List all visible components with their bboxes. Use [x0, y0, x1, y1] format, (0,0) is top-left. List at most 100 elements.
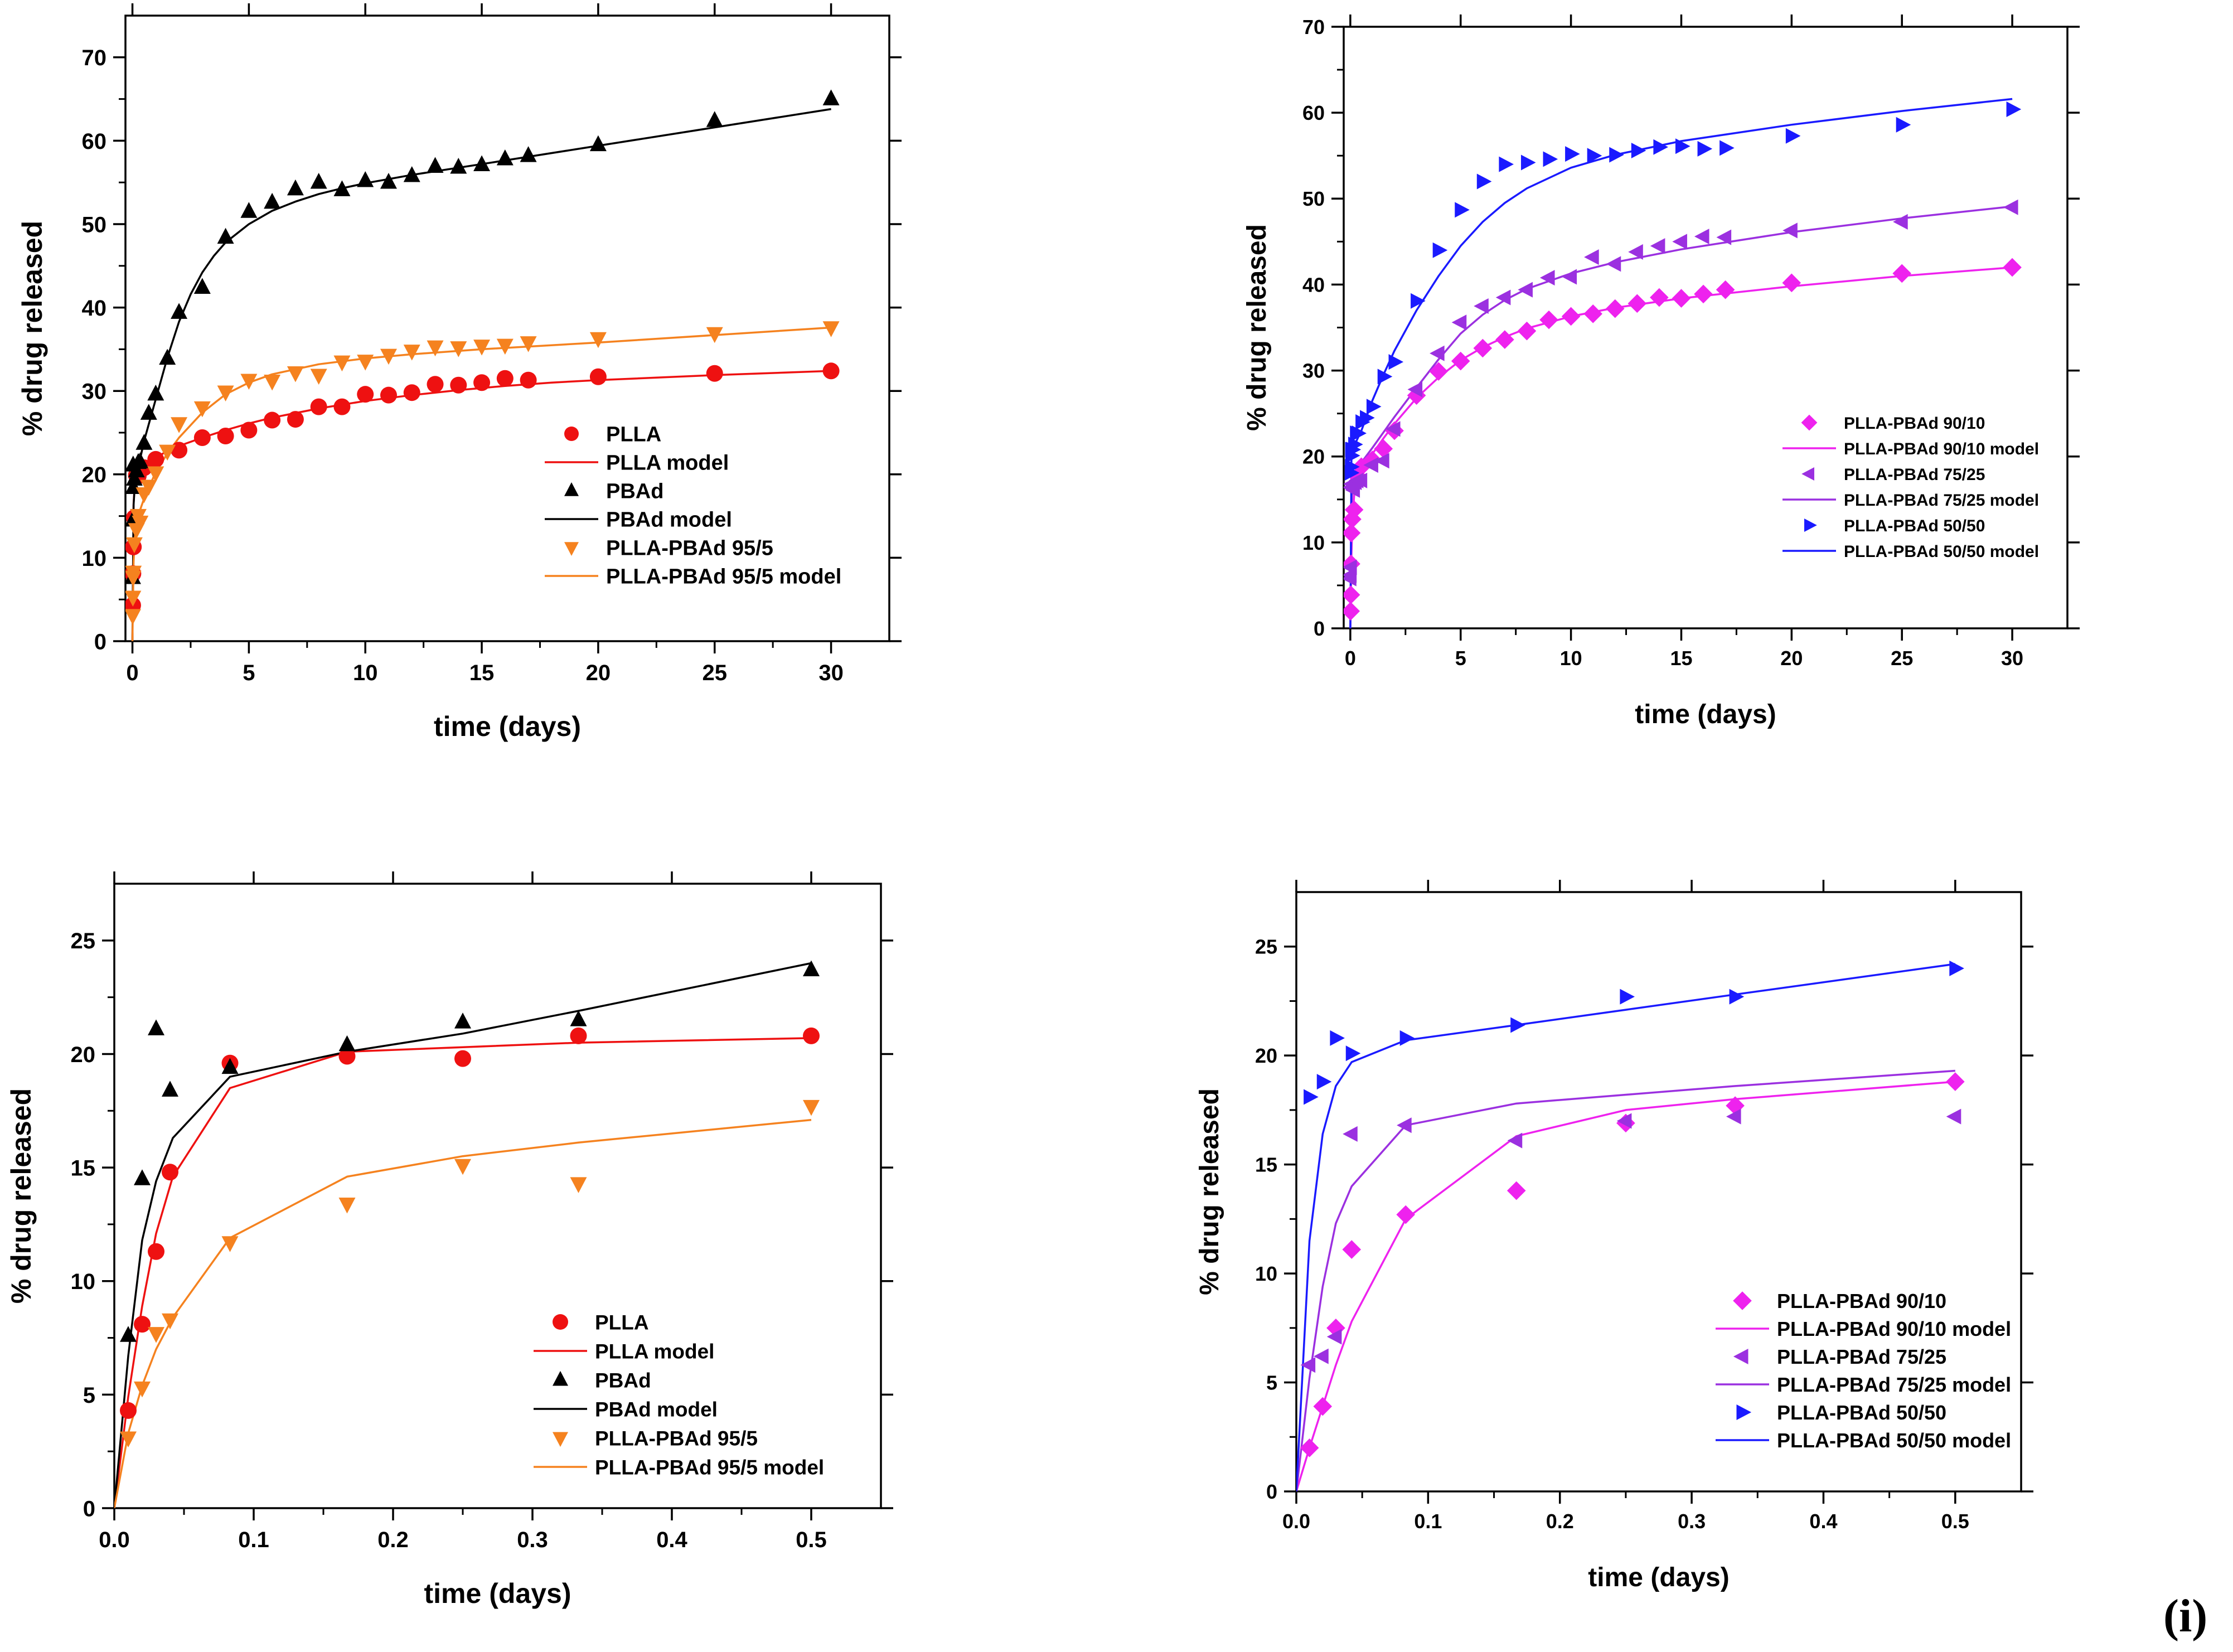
data-point-plla [454, 1050, 471, 1067]
data-point-plla-pbad-90-10 [1451, 351, 1470, 371]
data-point-plla-pbad-75-25 [1584, 249, 1599, 265]
data-point-plla [589, 368, 607, 385]
data-point-plla-pbad-95-5 [473, 340, 491, 356]
data-point-pbad [380, 172, 397, 189]
data-point-plla [162, 1164, 178, 1181]
legend-label: PBAd model [595, 1398, 718, 1421]
data-point-plla-pbad-50-50 [1949, 960, 1964, 976]
data-point-plla-pbad-95-5 [570, 1177, 587, 1193]
data-point-plla-pbad-75-25 [1451, 314, 1467, 331]
data-point-plla-pbad-90-10 [1627, 294, 1647, 313]
data-point-plla-pbad-50-50 [1520, 154, 1536, 171]
data-point-plla-pbad-95-5 [159, 444, 176, 461]
data-point-plla-pbad-75-25 [1314, 1348, 1329, 1364]
y-tick-label: 25 [1255, 936, 1277, 958]
data-point-pbad [496, 149, 514, 166]
y-tick-label: 15 [1255, 1154, 1277, 1176]
data-point-pbad [287, 179, 304, 196]
legend-label: PLLA-PBAd 90/10 [1844, 414, 1985, 433]
data-point-plla-pbad-90-10 [1672, 289, 1691, 308]
legend-label: PLLA-PBAd 95/5 model [595, 1456, 824, 1479]
data-point-plla-pbad-50-50 [1499, 156, 1514, 172]
data-point-plla-pbad-90-10 [1313, 1397, 1333, 1416]
data-point-plla-pbad-75-25 [1495, 289, 1511, 306]
data-point-plla-pbad-95-5 [120, 1431, 137, 1447]
y-tick-label: 70 [1302, 16, 1325, 38]
data-point-plla [822, 362, 840, 380]
data-point-plla-pbad-95-5 [803, 1099, 820, 1116]
y-axis-label: % drug released [6, 1088, 37, 1304]
legend-label: PBAd [606, 480, 663, 503]
data-point-plla [333, 398, 351, 415]
x-tick-label: 25 [702, 661, 727, 685]
legend-marker-plla-pbad-75-25 [1801, 467, 1814, 481]
data-point-plla-pbad-50-50 [1697, 141, 1713, 157]
y-tick-label: 20 [1302, 445, 1325, 468]
data-point-plla-pbad-75-25 [1300, 1357, 1316, 1373]
data-point-plla-pbad-95-5 [221, 1236, 239, 1252]
data-point-plla-pbad-75-25 [1507, 1132, 1523, 1149]
x-tick-label: 0.0 [99, 1528, 130, 1552]
legend-marker-pbad [553, 1370, 568, 1386]
data-point-plla-pbad-95-5 [140, 479, 157, 496]
data-point-plla-pbad-95-5 [822, 321, 840, 337]
data-point-plla-pbad-90-10 [2003, 258, 2022, 277]
x-tick-label: 0.0 [1282, 1510, 1310, 1533]
data-point-pbad [240, 202, 258, 218]
data-point-plla [310, 398, 327, 415]
data-point-pbad [822, 89, 840, 105]
x-tick-label: 25 [1891, 647, 1913, 670]
chart-short-blends: 0.0 0.1 0.2 0.3 0.4 0.5 0 5 10 15 20 25 time (days)%… [1195, 880, 2033, 1592]
x-axis-label: time (days) [1588, 1563, 1729, 1592]
chart-short-single: 0.0 0.1 0.2 0.3 0.4 0.5 0 5 10 15 20 25 time (days)%… [6, 871, 893, 1609]
data-point-plla [240, 422, 258, 439]
x-tick-label: 0.1 [238, 1528, 269, 1552]
y-tick-label: 10 [82, 546, 107, 571]
data-point-plla-pbad-95-5 [380, 348, 397, 365]
data-point-plla-pbad-50-50 [1330, 1030, 1345, 1046]
y-tick-label: 10 [1255, 1262, 1277, 1285]
data-point-plla-pbad-50-50 [1377, 369, 1393, 385]
x-tick-label: 0.4 [1809, 1510, 1837, 1533]
data-point-pbad [454, 1012, 471, 1029]
data-point-plla-pbad-95-5 [148, 1327, 164, 1343]
legend-label: PLLA-PBAd 90/10 model [1777, 1317, 2011, 1340]
data-point-plla-pbad-90-10 [1344, 585, 1360, 604]
x-tick-label: 0 [126, 661, 138, 685]
data-point-plla-pbad-50-50 [1366, 399, 1382, 415]
x-tick-label: 0.3 [1678, 1510, 1706, 1533]
y-tick-label: 60 [82, 129, 107, 154]
y-tick-label: 15 [71, 1156, 96, 1180]
data-point-plla [264, 411, 281, 429]
y-tick-label: 60 [1302, 101, 1325, 124]
plot-area [1344, 98, 2022, 628]
x-tick-label: 30 [818, 661, 844, 685]
data-point-plla [520, 371, 537, 389]
data-point-plla-pbad-90-10 [1561, 307, 1581, 326]
y-tick-label: 5 [83, 1383, 95, 1408]
data-point-plla-pbad-90-10 [1650, 288, 1669, 307]
data-point-pbad [338, 1035, 356, 1052]
data-point-plla-pbad-95-5 [264, 374, 281, 391]
series-line-plla-model [131, 370, 831, 641]
plot-frame [1295, 891, 2022, 1493]
data-point-plla-pbad-50-50 [1510, 1017, 1525, 1033]
data-point-plla [193, 429, 211, 446]
data-point-plla-pbad-75-25 [1363, 457, 1378, 473]
data-point-plla [171, 442, 188, 459]
y-tick-label: 50 [1302, 187, 1325, 210]
data-point-plla-pbad-50-50 [1785, 128, 1801, 144]
data-point-plla [380, 386, 397, 404]
data-point-plla [403, 384, 420, 401]
x-tick-label: 0.4 [656, 1528, 687, 1552]
data-point-plla-pbad-75-25 [1726, 1108, 1741, 1125]
legend-marker-plla-pbad-90-10 [1733, 1291, 1752, 1310]
data-point-plla-pbad-50-50 [1896, 117, 1911, 133]
data-point-plla-pbad-75-25 [1430, 345, 1445, 361]
data-point-plla-pbad-75-25 [1407, 381, 1423, 398]
data-point-plla [706, 365, 723, 382]
data-point-plla [147, 450, 164, 468]
x-axis-label: time (days) [1635, 700, 1776, 729]
data-point-plla-pbad-75-25 [1539, 270, 1555, 286]
